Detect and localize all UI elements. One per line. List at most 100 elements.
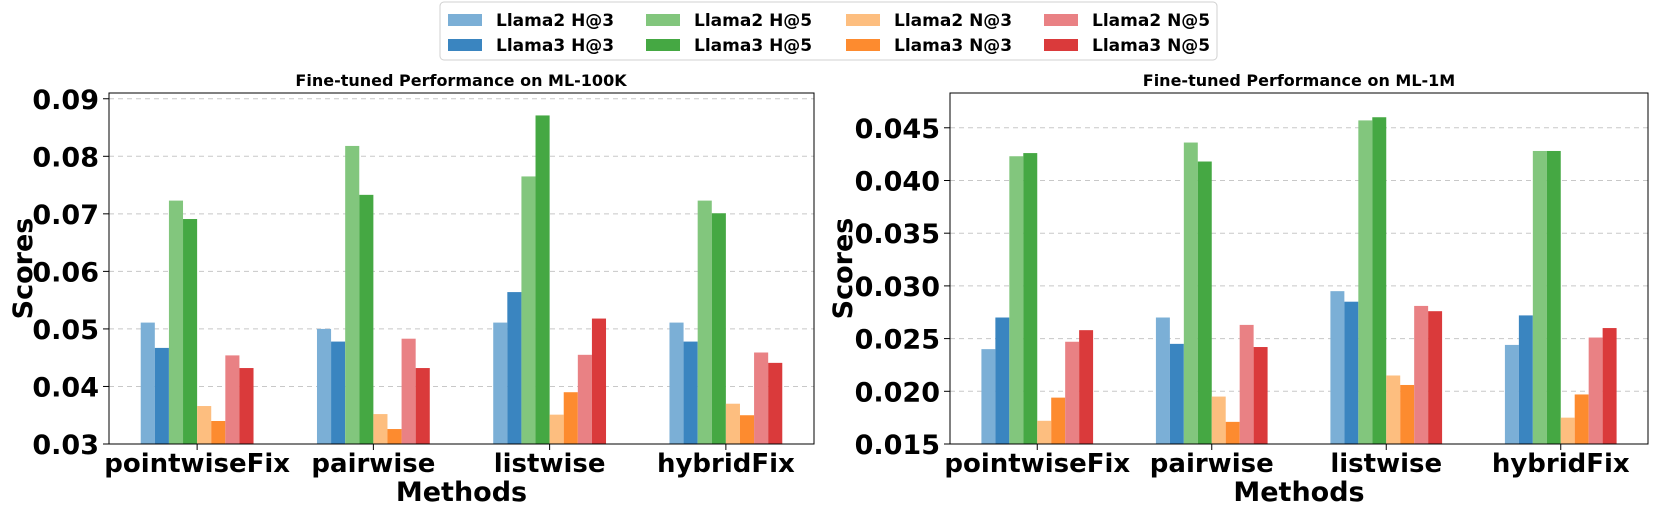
bar-llama3-h-at-5-listwise <box>1372 117 1387 445</box>
bar-llama2-n-at-3-hybridfix <box>1560 417 1575 444</box>
legend-entry-llama2-h-at-5: Llama2 H@5 <box>646 11 812 31</box>
legend-entry-llama3-h-at-5: Llama3 H@5 <box>646 36 812 56</box>
y-tick-label: 0.040 <box>855 166 940 197</box>
legend-swatch <box>646 14 680 26</box>
bar-llama3-h-at-3-pointwisefix <box>154 347 169 444</box>
legend-swatch <box>846 14 880 26</box>
x-tick-label: pairwise <box>311 449 435 479</box>
y-tick-label: 0.04 <box>32 372 99 403</box>
legend-swatch <box>646 39 680 51</box>
bar-llama2-h-at-5-hybridfix <box>697 200 712 444</box>
bar-llama2-h-at-3-listwise <box>493 322 508 444</box>
legend-label: Llama3 N@3 <box>894 36 1012 56</box>
plot-frame <box>949 92 1649 445</box>
bar-llama3-n-at-5-pointwisefix <box>239 368 254 444</box>
bar-llama2-n-at-3-hybridfix <box>725 403 740 444</box>
bar-llama2-n-at-5-pointwisefix <box>225 355 240 444</box>
chart-ml-1m: Fine-tuned Performance on ML-1M 0.015 0.02… <box>828 71 1649 508</box>
legend-swatch <box>448 14 482 26</box>
x-tick-label: pairwise <box>1150 449 1274 479</box>
bar-llama2-h-at-5-listwise <box>521 176 536 444</box>
x-tick-label: listwise <box>1330 449 1442 479</box>
y-axis-label: Scores <box>8 218 39 320</box>
y-tick-label: 0.045 <box>855 114 940 145</box>
bar-llama3-n-at-3-hybridfix <box>739 415 755 444</box>
bar-llama2-h-at-3-pairwise <box>1155 317 1170 444</box>
legend-label: Llama2 H@3 <box>496 11 614 31</box>
x-tick-label: pointwiseFix <box>104 449 290 479</box>
y-tick-label: 0.030 <box>855 272 940 303</box>
chart-title: Fine-tuned Performance on ML-1M <box>1143 71 1455 90</box>
y-tick-label: 0.07 <box>32 200 99 231</box>
y-axis-label: Scores <box>828 218 859 320</box>
bar-llama2-n-at-5-hybridfix <box>1588 337 1603 444</box>
legend-label: Llama3 H@3 <box>496 36 614 56</box>
bar-llama2-h-at-5-hybridfix <box>1532 150 1547 445</box>
x-axis-label: Methods <box>396 477 527 508</box>
bar-llama2-n-at-3-pointwisefix <box>197 406 212 444</box>
legend-entry-llama2-h-at-3: Llama2 H@3 <box>448 11 614 31</box>
bar-llama3-h-at-5-pointwisefix <box>1023 153 1038 444</box>
legend-swatch <box>448 39 482 51</box>
bar-llama2-n-at-5-listwise <box>1414 305 1429 444</box>
legend-swatch <box>1044 14 1078 26</box>
bar-llama2-h-at-3-hybridfix <box>669 322 684 444</box>
y-tick-label: 0.09 <box>32 85 99 116</box>
legend-swatch <box>1044 39 1078 51</box>
legend-entry-llama2-n-at-3: Llama2 N@3 <box>846 11 1012 31</box>
bar-llama2-h-at-5-pairwise <box>345 145 360 445</box>
bar-llama3-h-at-5-pairwise <box>359 194 374 444</box>
bar-llama3-n-at-3-pointwisefix <box>1051 397 1066 444</box>
bar-llama3-h-at-3-listwise <box>1344 301 1359 444</box>
bar-llama3-n-at-5-listwise <box>1428 311 1443 444</box>
bar-llama2-n-at-3-pointwisefix <box>1037 420 1052 444</box>
x-tick-label: pointwiseFix <box>944 449 1130 479</box>
bar-llama3-h-at-3-listwise <box>507 292 522 444</box>
y-tick-label: 0.015 <box>855 430 940 461</box>
y-tick-label: 0.020 <box>855 377 940 408</box>
x-tick-label: hybridFix <box>657 449 795 479</box>
bar-llama2-h-at-5-listwise <box>1358 120 1373 445</box>
bar-llama2-n-at-5-pairwise <box>401 338 416 444</box>
bar-llama3-h-at-5-hybridfix <box>1546 150 1561 445</box>
bar-llama3-n-at-5-pairwise <box>1253 347 1268 444</box>
bar-llama2-h-at-3-hybridfix <box>1504 344 1519 444</box>
bar-llama3-h-at-3-hybridfix <box>1518 315 1533 444</box>
x-tick-label: listwise <box>494 449 606 479</box>
bar-llama3-n-at-3-pairwise <box>387 429 402 444</box>
bar-llama3-h-at-5-pairwise <box>1197 161 1212 444</box>
bar-llama3-n-at-5-listwise <box>591 318 607 444</box>
legend-label: Llama3 H@5 <box>694 36 812 56</box>
bar-llama3-h-at-5-listwise <box>535 115 550 445</box>
bar-llama2-n-at-3-listwise <box>1386 375 1401 444</box>
plot-frame <box>108 92 815 445</box>
legend-entry-llama3-n-at-3: Llama3 N@3 <box>846 36 1012 56</box>
y-tick-label: 0.035 <box>855 219 940 250</box>
bar-llama2-h-at-3-listwise <box>1330 291 1345 444</box>
y-tick-label: 0.03 <box>32 430 99 461</box>
bar-llama2-n-at-5-listwise <box>577 354 592 444</box>
y-tick-label: 0.05 <box>32 315 99 346</box>
bar-llama2-h-at-5-pointwisefix <box>1009 156 1024 445</box>
y-tick-label: 0.08 <box>32 142 99 173</box>
bar-llama3-n-at-3-pointwisefix <box>211 420 226 444</box>
bar-llama2-h-at-5-pairwise <box>1183 142 1198 445</box>
legend-swatch <box>846 39 880 51</box>
x-axis-label: Methods <box>1233 477 1364 508</box>
legend-frame <box>439 1 1218 61</box>
bar-llama2-n-at-3-pairwise <box>373 414 388 444</box>
legend-entry-llama3-h-at-3: Llama3 H@3 <box>448 36 614 56</box>
legend-entry-llama3-n-at-5: Llama3 N@5 <box>1044 36 1210 56</box>
bar-llama3-n-at-5-pairwise <box>415 368 430 444</box>
legend-label: Llama3 N@5 <box>1092 36 1210 56</box>
bar-llama2-h-at-3-pointwisefix <box>140 322 155 444</box>
legend: Llama2 H@3 Llama3 H@3 Llama2 H@5 Llama3 H@5… <box>439 1 1218 61</box>
bar-llama3-h-at-5-pointwisefix <box>183 219 198 444</box>
bar-llama2-h-at-3-pairwise <box>316 328 332 444</box>
bar-llama3-n-at-3-pairwise <box>1225 421 1240 444</box>
bar-llama3-h-at-3-pointwisefix <box>995 317 1010 444</box>
bar-llama3-h-at-3-pairwise <box>331 341 346 444</box>
bar-llama2-n-at-3-listwise <box>549 414 564 444</box>
bar-llama2-h-at-3-pointwisefix <box>981 349 996 444</box>
